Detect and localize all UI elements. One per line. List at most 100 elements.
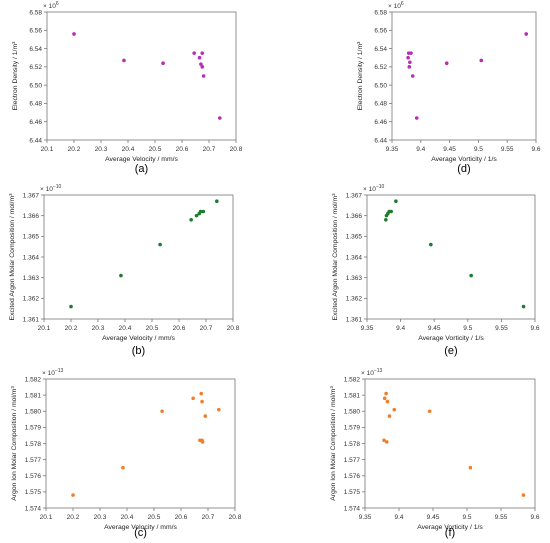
- data-point: [200, 399, 204, 404]
- y-tick-label: 6.58: [374, 9, 387, 16]
- y-tick-label: 1.582: [344, 376, 361, 383]
- data-point: [217, 407, 221, 412]
- x-axis-label: Average Vorticity / 1/s: [418, 335, 484, 342]
- data-point: [414, 116, 419, 120]
- y-tick-label: 1.580: [25, 409, 42, 416]
- y-tick-label: 1.574: [344, 505, 361, 512]
- y-multiplier: × 10−13: [42, 368, 64, 377]
- x-tick-label: 20.3: [94, 514, 107, 521]
- x-tick-label: 9.5: [462, 514, 471, 521]
- data-point: [387, 414, 392, 418]
- y-tick-label: 1.364: [23, 254, 40, 261]
- data-point: [468, 465, 473, 470]
- x-tick-label: 9.45: [427, 514, 440, 521]
- x-tick-label: 9.55: [495, 514, 508, 521]
- data-point: [407, 65, 412, 69]
- x-tick-label: 20.8: [229, 514, 242, 521]
- y-tick-label: 1.361: [23, 316, 40, 323]
- chart-panel: 9.35 9.4 9.45 9.5 9.55 9.6 1.574 1.575 1.576 1.57…: [330, 368, 540, 539]
- x-tick-label: 20.6: [175, 514, 188, 521]
- y-tick-label: 1.578: [344, 441, 361, 448]
- y-tick-label: 1.579: [344, 425, 361, 432]
- y-tick-label: 6.52: [374, 64, 387, 71]
- y-tick-label: 1.366: [23, 213, 40, 220]
- data-point: [410, 74, 415, 78]
- y-tick-label: 6.48: [29, 101, 42, 108]
- y-axis-label: Argon Ion Molar Composition / mol/m³: [330, 386, 337, 501]
- data-point: [194, 213, 199, 218]
- x-tick-label: 20.8: [230, 146, 243, 153]
- x-tick-label: 9.45: [443, 146, 456, 153]
- data-point: [394, 199, 398, 203]
- data-point: [469, 273, 473, 278]
- y-tick-label: 1.579: [25, 425, 42, 432]
- panel-label: (f): [445, 527, 455, 539]
- x-tick-label: 20.1: [41, 146, 54, 153]
- y-tick-label: 1.364: [346, 254, 363, 261]
- data-point: [201, 209, 206, 214]
- x-tick-label: 20.4: [122, 146, 135, 153]
- y-tick-label: 6.52: [29, 64, 42, 71]
- y-tick-label: 6.44: [29, 137, 42, 144]
- y-tick-label: 6.56: [29, 28, 42, 35]
- y-multiplier-exponent: −10: [53, 184, 62, 190]
- data-point: [427, 409, 432, 414]
- data-point: [199, 62, 203, 66]
- data-point: [409, 51, 413, 55]
- x-tick-label: 20.3: [92, 325, 105, 332]
- y-tick-label: 6.48: [374, 101, 387, 108]
- data-point: [203, 414, 208, 418]
- y-tick-label: 1.362: [23, 296, 40, 303]
- y-tick-label: 6.54: [374, 46, 387, 53]
- x-tick-label: 9.6: [531, 146, 540, 153]
- y-tick-label: 1.575: [344, 489, 361, 496]
- y-multiplier-exponent: −10: [376, 184, 385, 190]
- data-point: [479, 58, 484, 63]
- data-point: [215, 199, 219, 203]
- x-tick-label: 20.3: [95, 146, 108, 153]
- y-tick-label: 6.58: [29, 9, 42, 16]
- y-multiplier-exponent: −13: [374, 368, 383, 374]
- y-multiplier: × 10−13: [361, 368, 383, 377]
- x-tick-label: 9.6: [530, 325, 539, 332]
- plot-frame: [391, 11, 537, 141]
- panel-label: (c): [134, 527, 147, 539]
- data-point: [524, 32, 529, 36]
- y-axis-label: Electron Density / 1/m³: [357, 41, 364, 110]
- data-point: [200, 65, 205, 69]
- x-tick-label: 20.7: [203, 146, 216, 153]
- y-tick-label: 1.367: [23, 192, 40, 199]
- data-point: [121, 465, 125, 470]
- y-axis-label: Argon Ion Molar Composition / mol/m³: [11, 386, 18, 501]
- data-point: [200, 51, 205, 55]
- y-tick-label: 1.575: [25, 489, 42, 496]
- x-axis-label: Average Velocity / mm/s: [102, 335, 175, 342]
- x-tick-label: 20.6: [176, 146, 189, 153]
- y-multiplier-exponent: 6: [56, 1, 59, 7]
- data-point: [384, 391, 388, 396]
- plot-frame: [45, 378, 236, 509]
- y-tick-label: 6.50: [374, 82, 387, 89]
- y-tick-label: 1.365: [346, 234, 363, 241]
- x-tick-label: 9.55: [495, 325, 508, 332]
- x-tick-label: 20.2: [65, 325, 78, 332]
- y-multiplier-exponent: −13: [55, 368, 64, 374]
- x-tick-label: 9.35: [386, 146, 399, 153]
- data-point: [406, 55, 410, 60]
- chart-panel: 9.35 9.4 9.45 9.5 9.55 9.6 1.361 1.362 1.363 1.36…: [332, 184, 540, 357]
- data-point: [384, 218, 388, 222]
- x-tick-label: 9.35: [361, 325, 374, 332]
- data-point: [385, 399, 390, 404]
- y-multiplier-exponent: 6: [401, 1, 404, 7]
- x-tick-label: 9.35: [359, 514, 372, 521]
- data-point: [521, 493, 526, 497]
- x-axis-label: Average Vorticity / 1/s: [417, 524, 483, 531]
- x-tick-label: 20.7: [200, 325, 213, 332]
- x-axis-label: Average Velocity / mm/s: [104, 524, 177, 531]
- data-point: [382, 396, 387, 401]
- data-point: [392, 407, 397, 412]
- y-axis-label: Electron Density / 1/m³: [12, 41, 19, 110]
- data-point: [69, 304, 73, 309]
- data-point: [382, 438, 386, 443]
- data-point: [191, 396, 195, 401]
